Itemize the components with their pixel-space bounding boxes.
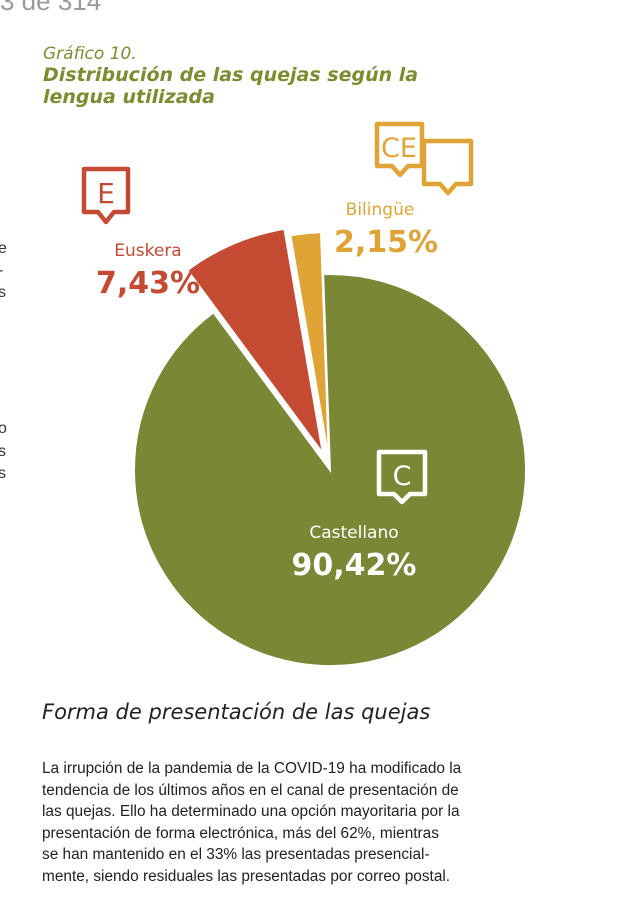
castellano-label: Castellano bbox=[309, 523, 398, 543]
body-line: mente, siendo residuales las presentadas… bbox=[42, 867, 451, 885]
euskera-label: Euskera bbox=[114, 241, 181, 261]
bilingue-slice bbox=[289, 231, 330, 461]
castellano-icon-letter: C bbox=[393, 461, 412, 492]
margin-fragment: e bbox=[0, 240, 7, 257]
euskera-value: 7,43% bbox=[96, 266, 200, 301]
body-line: presentación de forma electrónica, más d… bbox=[42, 824, 439, 842]
euskera-speech-icon: E bbox=[81, 166, 131, 225]
euskera-slice bbox=[185, 227, 324, 455]
page-counter: 3 de 314 bbox=[0, 0, 102, 16]
castellano-slice bbox=[133, 273, 527, 667]
pie-chart: C Castellano 90,42% E Euskera 7,43% CE B… bbox=[81, 121, 527, 667]
section-title: Forma de presentación de las quejas bbox=[42, 700, 431, 724]
margin-fragment: s bbox=[0, 465, 6, 482]
castellano-value: 90,42% bbox=[292, 548, 417, 583]
euskera-icon-letter: E bbox=[97, 177, 115, 210]
bilingue-value: 2,15% bbox=[334, 225, 438, 260]
margin-fragment: o bbox=[0, 420, 7, 437]
bilingue-speech-icon: CE bbox=[374, 121, 474, 196]
chart-caption: Gráfico 10. Distribución de las quejas s… bbox=[43, 44, 463, 108]
chart-number: Gráfico 10. bbox=[43, 44, 137, 64]
bilingue-label: Bilingüe bbox=[346, 200, 415, 220]
body-line: tendencia de los últimos años en el cana… bbox=[42, 781, 459, 799]
margin-fragment: s bbox=[0, 443, 6, 460]
body-line: se han mantenido en el 33% las presentad… bbox=[42, 846, 430, 863]
bilingue-icon-letters: CE bbox=[381, 133, 417, 164]
pie-slices bbox=[133, 227, 527, 667]
body-line: La irrupción de la pandemia de la COVID-… bbox=[42, 760, 462, 777]
body-line: las quejas. Ello ha determinado una opci… bbox=[42, 803, 460, 820]
chart-title: Distribución de las quejas según la leng… bbox=[43, 64, 419, 108]
margin-fragment: s bbox=[0, 284, 6, 301]
margin-fragment: - bbox=[0, 262, 3, 280]
section-body: La irrupción de la pandemia de la COVID-… bbox=[42, 758, 582, 887]
castellano-speech-icon: C bbox=[376, 449, 428, 505]
